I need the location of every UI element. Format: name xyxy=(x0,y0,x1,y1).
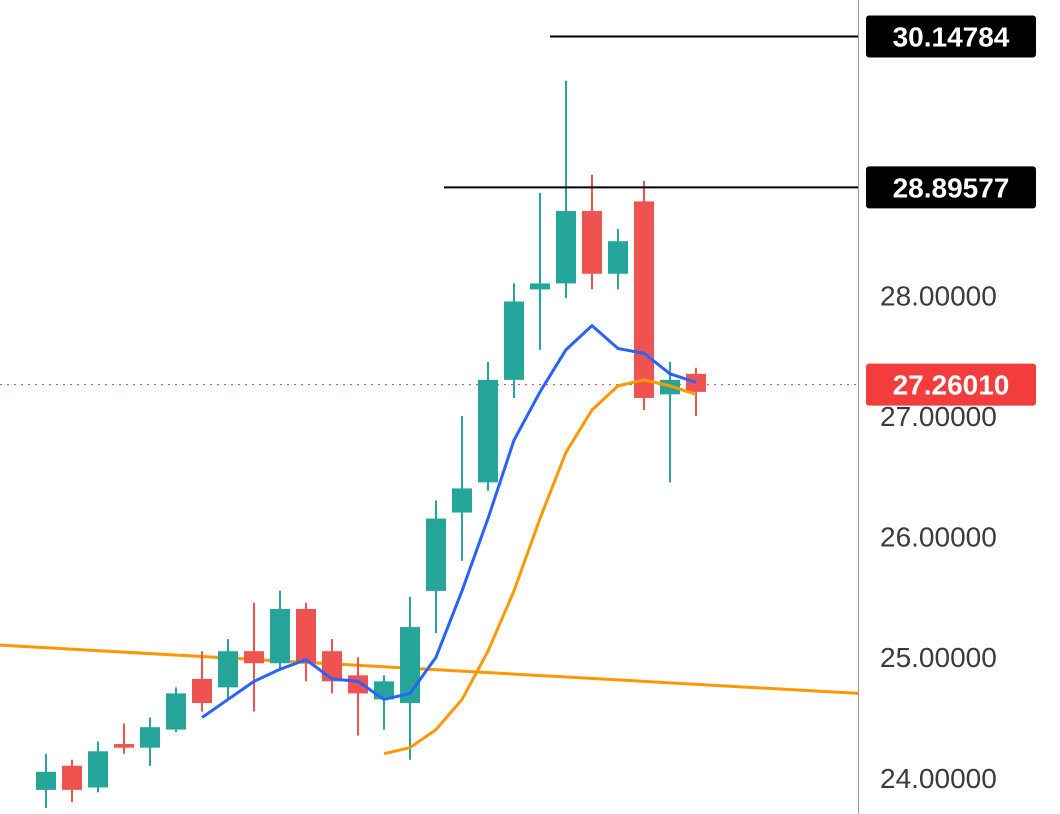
candle-body xyxy=(270,609,290,663)
y-axis-tick-label: 27.00000 xyxy=(880,401,997,432)
horizontal-lines-layer xyxy=(444,36,858,187)
candle-body xyxy=(218,651,238,687)
candle-body xyxy=(452,488,472,512)
candle-body xyxy=(322,651,342,681)
y-axis-tick-label: 26.00000 xyxy=(880,522,997,553)
candle-body xyxy=(36,772,56,790)
y-axis-tick-label: 28.00000 xyxy=(880,280,997,311)
candle-body xyxy=(478,380,498,483)
price-tag-label: 28.89577 xyxy=(893,172,1010,203)
candle-body xyxy=(62,766,82,790)
moving-averages-layer xyxy=(202,326,696,754)
chart-canvas[interactable]: 24.00000 25.00000 26.00000 27.00000 28.00000… xyxy=(0,0,1060,814)
candle-body xyxy=(686,374,706,392)
candle-body xyxy=(244,651,264,663)
candle-body xyxy=(634,201,654,398)
candle-body xyxy=(114,744,134,748)
candle-body xyxy=(582,211,602,274)
candle-body xyxy=(608,241,628,274)
candle-body xyxy=(348,675,368,693)
candle-body xyxy=(504,301,524,379)
candle-body xyxy=(530,283,550,289)
candle-body xyxy=(426,519,446,591)
candlestick-chart[interactable]: 24.00000 25.00000 26.00000 27.00000 28.00000… xyxy=(0,0,1060,814)
price-tags-layer: 30.14784 28.89577 27.26010 xyxy=(866,15,1036,405)
candles-layer xyxy=(36,81,706,808)
y-axis-tick-label: 25.00000 xyxy=(880,642,997,673)
candle-body xyxy=(166,693,186,729)
candle-body xyxy=(192,679,212,703)
price-axis-layer: 24.00000 25.00000 26.00000 27.00000 28.00000 xyxy=(859,0,997,814)
candle-body xyxy=(556,211,576,283)
price-tag-label: 27.26010 xyxy=(893,370,1010,401)
y-axis-tick-label: 24.00000 xyxy=(880,763,997,794)
candle-body xyxy=(140,727,160,748)
candle-body xyxy=(88,751,108,787)
price-tag-label: 30.14784 xyxy=(893,21,1010,52)
candle-body xyxy=(296,609,316,663)
